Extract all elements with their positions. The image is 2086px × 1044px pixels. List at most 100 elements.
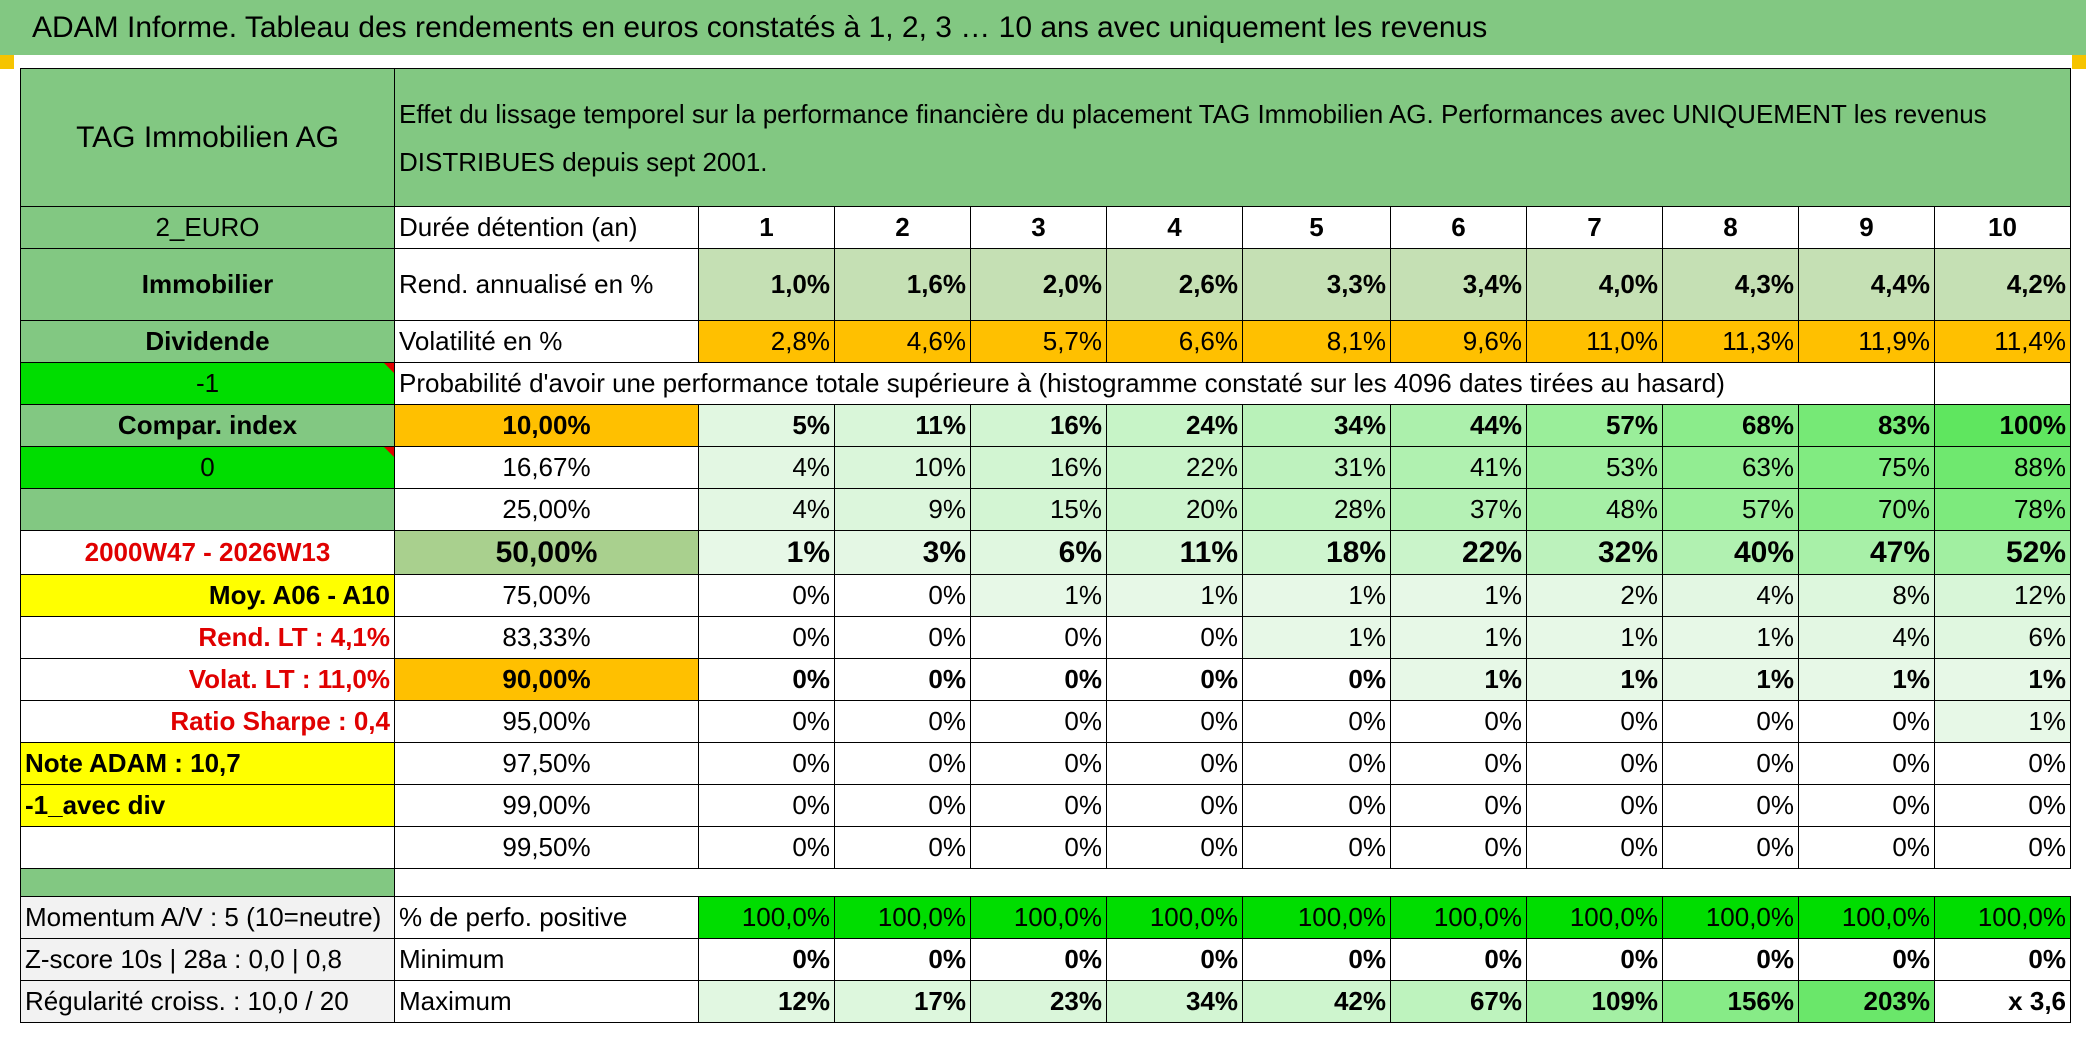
probability-3: 16% <box>970 446 1107 489</box>
probability-4: 1% <box>1106 574 1243 617</box>
cell <box>20 826 395 869</box>
probability-9: 0% <box>1798 784 1935 827</box>
threshold-value: 16,67% <box>394 446 699 489</box>
volatility-5: 8,1% <box>1242 320 1391 363</box>
return-row: Immobilier Rend. annualisé en % 1,0% 1,6% 2,… <box>20 248 2071 321</box>
probability-1: 5% <box>698 404 835 447</box>
probability-1: 0% <box>698 574 835 617</box>
probability-5: 0% <box>1242 658 1391 701</box>
company-name: TAG Immobilien AG <box>20 68 395 207</box>
probability-1: 0% <box>698 700 835 743</box>
probability-3: 0% <box>970 742 1107 785</box>
maximum-10: x 3,6 <box>1934 980 2071 1023</box>
positive-7: 100,0% <box>1526 896 1663 939</box>
probability-9: 75% <box>1798 446 1935 489</box>
threshold-value: 83,33% <box>394 616 699 659</box>
minimum-4: 0% <box>1106 938 1243 981</box>
probability-3: 16% <box>970 404 1107 447</box>
probability-2: 9% <box>834 488 971 531</box>
threshold-value: 75,00% <box>394 574 699 617</box>
probability-8: 0% <box>1662 826 1799 869</box>
probability-3: 1% <box>970 574 1107 617</box>
probability-7: 0% <box>1526 742 1663 785</box>
volatility-9: 11,9% <box>1798 320 1935 363</box>
duration-7: 7 <box>1526 206 1663 249</box>
probability-9: 8% <box>1798 574 1935 617</box>
return-label: Rend. annualisé en % <box>394 248 699 321</box>
probability-1: 0% <box>698 826 835 869</box>
threshold-value: 99,50% <box>394 826 699 869</box>
threshold-value: 99,00% <box>394 784 699 827</box>
probability-10: 100% <box>1934 404 2071 447</box>
probability-10: 1% <box>1934 658 2071 701</box>
minimum-8: 0% <box>1662 938 1799 981</box>
compar-index-label: Compar. index <box>20 404 395 447</box>
probability-3: 6% <box>970 530 1107 575</box>
probability-6: 0% <box>1390 700 1527 743</box>
average-label: Moy. A06 - A10 <box>20 574 395 617</box>
probability-1: 4% <box>698 488 835 531</box>
probability-8: 0% <box>1662 784 1799 827</box>
probability-7: 1% <box>1526 616 1663 659</box>
probability-4: 20% <box>1106 488 1243 531</box>
probability-8: 0% <box>1662 700 1799 743</box>
probability-5: 28% <box>1242 488 1391 531</box>
volatility-8: 11,3% <box>1662 320 1799 363</box>
spacer <box>394 868 2071 897</box>
probability-2: 0% <box>834 742 971 785</box>
corner-marker <box>2072 55 2086 69</box>
probability-10: 1% <box>1934 700 2071 743</box>
probability-7: 0% <box>1526 826 1663 869</box>
spacer-green <box>20 868 395 897</box>
minimum-7: 0% <box>1526 938 1663 981</box>
probability-7: 1% <box>1526 658 1663 701</box>
minimum-10: 0% <box>1934 938 2071 981</box>
performance-table: TAG Immobilien AG Effet du lissage tempor… <box>20 68 2071 1023</box>
probability-3: 0% <box>970 658 1107 701</box>
maximum-6: 67% <box>1390 980 1527 1023</box>
probability-6: 0% <box>1390 826 1527 869</box>
threshold-value: 50,00% <box>394 530 699 575</box>
duration-6: 6 <box>1390 206 1527 249</box>
long-term-return: Rend. LT : 4,1% <box>20 616 395 659</box>
volatility-3: 5,7% <box>970 320 1107 363</box>
return-4: 2,6% <box>1106 248 1243 321</box>
probability-row: 99,50% 0% 0% 0% 0% 0% 0% 0% 0% 0% 0% <box>20 826 2071 869</box>
cell <box>1934 362 2071 405</box>
minimum-3: 0% <box>970 938 1107 981</box>
maximum-label: Maximum <box>394 980 699 1023</box>
probability-10: 0% <box>1934 784 2071 827</box>
probability-4: 0% <box>1106 784 1243 827</box>
minimum-row: Z-score 10s | 28a : 0,0 | 0,8 Minimum 0% 0%… <box>20 938 2071 981</box>
maximum-7: 109% <box>1526 980 1663 1023</box>
positive-6: 100,0% <box>1390 896 1527 939</box>
report-title: ADAM Informe. Tableau des rendements en … <box>0 0 2086 55</box>
probability-6: 0% <box>1390 784 1527 827</box>
long-term-volatility: Volat. LT : 11,0% <box>20 658 395 701</box>
probability-8: 4% <box>1662 574 1799 617</box>
currency-label: 2_EURO <box>20 206 395 249</box>
probability-9: 4% <box>1798 616 1935 659</box>
probability-5: 18% <box>1242 530 1391 575</box>
probability-8: 68% <box>1662 404 1799 447</box>
probability-row: Moy. A06 - A10 75,00% 0% 0% 1% 1% 1% 1% 2% 4% 8% 12… <box>20 574 2071 617</box>
probability-title-row: -1 Probabilité d'avoir une performance to… <box>20 362 2071 405</box>
probability-9: 47% <box>1798 530 1935 575</box>
probability-5: 0% <box>1242 700 1391 743</box>
probability-2: 0% <box>834 658 971 701</box>
probability-1: 0% <box>698 616 835 659</box>
duration-label: Durée détention (an) <box>394 206 699 249</box>
threshold-value: 10,00% <box>394 404 699 447</box>
zscore-label: Z-score 10s | 28a : 0,0 | 0,8 <box>20 938 395 981</box>
minimum-6: 0% <box>1390 938 1527 981</box>
period-label: 2000W47 - 2026W13 <box>20 530 395 575</box>
probability-10: 0% <box>1934 742 2071 785</box>
probability-8: 0% <box>1662 742 1799 785</box>
probability-2: 10% <box>834 446 971 489</box>
momentum-label: Momentum A/V : 5 (10=neutre) <box>20 896 395 939</box>
threshold-value: 90,00% <box>394 658 699 701</box>
duration-1: 1 <box>698 206 835 249</box>
positive-3: 100,0% <box>970 896 1107 939</box>
probability-row: Rend. LT : 4,1% 83,33% 0% 0% 0% 0% 1% 1% 1% 1% 4% 6… <box>20 616 2071 659</box>
positive-label: % de perfo. positive <box>394 896 699 939</box>
